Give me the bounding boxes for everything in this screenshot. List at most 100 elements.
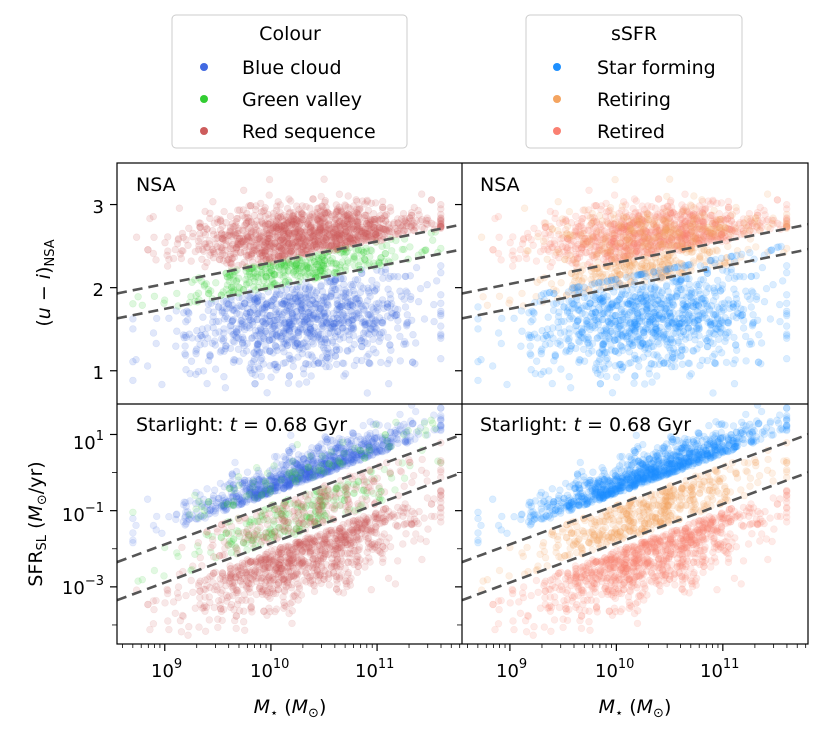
scatter-point — [333, 296, 341, 304]
scatter-point — [645, 243, 653, 252]
scatter-point — [237, 302, 245, 311]
scatter-point — [327, 324, 335, 333]
scatter-point — [550, 236, 559, 245]
scatter-point — [329, 281, 337, 289]
scatter-point — [350, 312, 358, 320]
scatter-point — [321, 219, 330, 227]
scatter-point — [378, 296, 387, 304]
scatter-point — [263, 242, 271, 251]
scatter-point — [394, 230, 403, 238]
scatter-point — [346, 225, 355, 233]
scatter-point — [318, 202, 326, 210]
scatter-point — [361, 217, 369, 225]
scatter-point — [323, 339, 332, 347]
scatter-point — [301, 242, 309, 250]
scatter-point — [280, 328, 288, 336]
scatter-point — [339, 274, 348, 283]
scatter-point — [308, 327, 316, 335]
scatter-point — [295, 233, 303, 242]
scatter-point — [306, 315, 314, 323]
scatter-point — [381, 250, 389, 258]
scatter-point — [218, 222, 227, 231]
scatter-point — [204, 285, 213, 294]
scatter-point — [195, 219, 203, 227]
scatter-point — [314, 238, 322, 246]
scatter-point — [307, 223, 315, 231]
scatter-point — [261, 303, 269, 311]
scatter-point — [337, 300, 346, 308]
scatter-point — [265, 191, 273, 199]
scatter-point — [262, 256, 270, 264]
scatter-point — [257, 326, 265, 334]
scatter-point — [354, 212, 363, 220]
scatter-point — [285, 322, 293, 330]
scatter-point — [302, 238, 310, 246]
scatter-point — [310, 237, 318, 245]
scatter-point — [752, 292, 761, 301]
scatter-point — [298, 304, 306, 312]
scatter-point — [297, 248, 306, 257]
scatter-point — [314, 315, 322, 323]
scatter-point — [246, 308, 254, 316]
scatter-point — [412, 339, 420, 347]
scatter-point — [262, 273, 271, 281]
scatter-point — [302, 226, 310, 234]
scatter-point — [218, 308, 226, 317]
scatter-point — [379, 316, 387, 325]
scatter-point — [318, 261, 326, 269]
scatter-point — [178, 229, 187, 238]
scatter-point — [254, 255, 262, 263]
scatter-point — [254, 234, 263, 242]
scatter-point — [304, 270, 312, 278]
scatter-point — [363, 247, 371, 255]
scatter-point — [266, 231, 274, 240]
scatter-point — [359, 329, 368, 337]
scatter-point — [315, 335, 323, 343]
scatter-point — [254, 273, 262, 281]
scatter-point — [281, 319, 289, 327]
scatter-point — [253, 315, 261, 324]
scatter-point — [333, 230, 341, 238]
scatter-point — [548, 225, 556, 233]
scatter-point — [343, 257, 352, 265]
scatter-point — [563, 222, 572, 231]
scatter-point — [344, 203, 352, 212]
scatter-point — [304, 264, 312, 272]
scatter-point — [333, 300, 341, 308]
scatter-point — [221, 345, 230, 353]
scatter-point — [327, 227, 335, 235]
scatter-point — [257, 329, 265, 337]
scatter-point — [325, 220, 333, 228]
scatter-point — [339, 324, 347, 332]
scatter-point — [506, 239, 514, 247]
scatter-point — [539, 367, 548, 376]
scatter-point — [393, 227, 402, 236]
scatter-point — [401, 303, 410, 311]
scatter-point — [249, 228, 257, 236]
scatter-point — [267, 301, 275, 310]
scatter-point — [260, 277, 268, 285]
scatter-point — [173, 327, 181, 335]
scatter-point — [171, 245, 180, 254]
scatter-point — [401, 272, 410, 281]
scatter-point — [247, 202, 255, 210]
scatter-point — [196, 219, 205, 227]
scatter-point — [287, 321, 295, 329]
scatter-point — [297, 269, 305, 277]
scatter-point — [282, 261, 290, 270]
scatter-point — [776, 221, 784, 229]
scatter-point — [322, 319, 331, 327]
scatter-point — [695, 252, 704, 260]
scatter-point — [224, 300, 233, 308]
scatter-point — [347, 345, 355, 353]
scatter-point — [295, 232, 303, 241]
scatter-point — [305, 284, 313, 292]
scatter-point — [331, 275, 340, 284]
scatter-point — [291, 342, 299, 350]
scatter-point — [317, 267, 325, 275]
scatter-point — [261, 248, 269, 256]
scatter-point — [389, 220, 397, 229]
scatter-point — [358, 223, 366, 231]
scatter-point — [298, 242, 307, 251]
scatter-point — [332, 239, 341, 248]
